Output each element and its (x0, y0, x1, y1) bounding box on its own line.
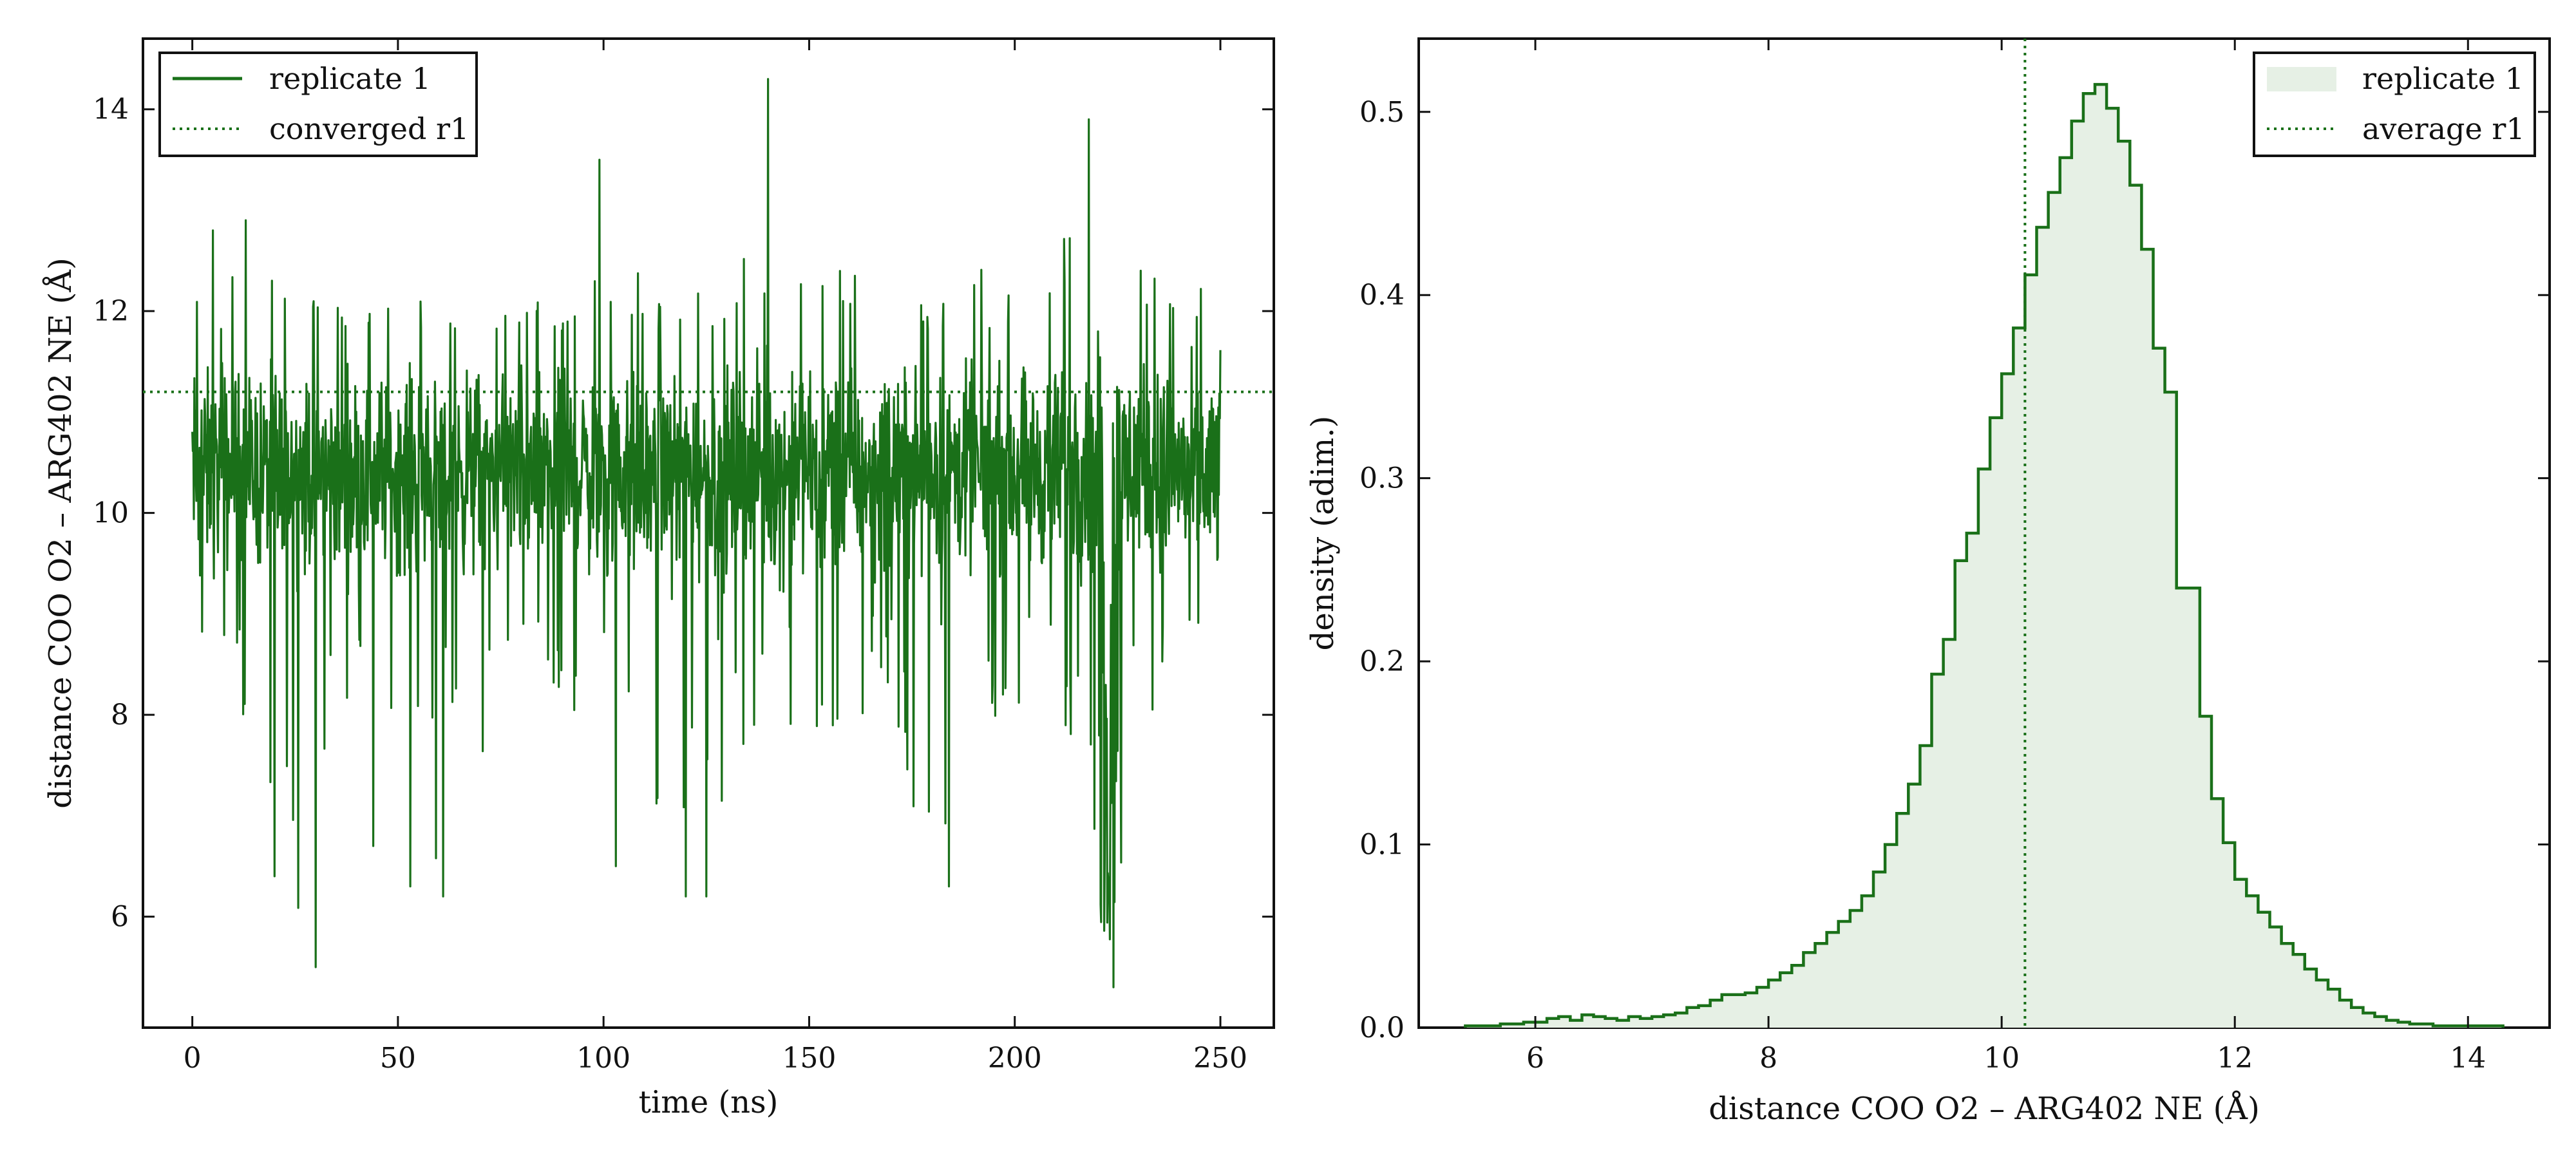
histogram-step-line (1464, 82, 2505, 1028)
series-layer (1464, 39, 2505, 1028)
x-tick-label: 10 (1984, 1042, 2020, 1075)
histogram-fill (1465, 84, 2503, 1028)
y-tick-label: 0.0 (1359, 1012, 1405, 1044)
y-tick-label: 0.3 (1359, 462, 1405, 495)
x-tick-label: 12 (2217, 1042, 2253, 1075)
plot-frame (142, 37, 1275, 1029)
legend: replicate 1 converged r1 (158, 52, 478, 157)
y-axis-label: distance COO O2 – ARG402 NE (Å) (42, 258, 79, 809)
series-line-replicate-1 (191, 78, 1222, 988)
legend-box (158, 52, 478, 157)
y-axis-label: density (adim.) (1305, 416, 1341, 651)
series-layer (143, 78, 1274, 988)
x-axis-label: distance COO O2 – ARG402 NE (Å) (1709, 1090, 2260, 1127)
legend-swatch-fill (2267, 67, 2336, 91)
y-tick-label: 10 (93, 497, 129, 530)
x-tick-label: 100 (576, 1042, 630, 1075)
y-tick-label: 0.1 (1359, 829, 1405, 862)
y-tick-label: 14 (93, 93, 129, 126)
x-tick-label: 250 (1193, 1042, 1247, 1075)
x-tick-label: 150 (782, 1042, 836, 1075)
histogram-panel: 6 8 10 12 14 0.0 0.1 0.2 0.3 0.4 0.5 distance COO … (1305, 37, 2551, 1127)
y-tick-label: 0.4 (1359, 279, 1405, 312)
y-tick-label: 6 (111, 901, 129, 934)
y-tick-label: 0.2 (1359, 645, 1405, 678)
legend-label-replicate: replicate 1 (2362, 61, 2524, 96)
legend-label-average: average r1 (2362, 111, 2525, 146)
x-tick-label: 0 (184, 1042, 202, 1075)
x-axis-label: time (ns) (639, 1084, 779, 1120)
y-tick-label: 12 (93, 295, 129, 328)
x-tick-label: 200 (988, 1042, 1042, 1075)
tick-layer: 0 50 100 150 200 250 6 8 10 12 14 (93, 39, 1274, 1075)
tick-layer: 6 8 10 12 14 0.0 0.1 0.2 0.3 0.4 0.5 (1359, 39, 2550, 1075)
legend: replicate 1 average r1 (2253, 52, 2536, 157)
legend-label-converged: converged r1 (269, 111, 469, 146)
y-tick-label: 0.5 (1359, 96, 1405, 129)
legend-label-replicate: replicate 1 (269, 61, 431, 96)
x-tick-label: 14 (2450, 1042, 2486, 1075)
time-series-panel: 0 50 100 150 200 250 6 8 10 12 14 time (ns) distan… (42, 37, 1275, 1120)
y-tick-label: 8 (111, 699, 129, 731)
x-tick-label: 6 (1526, 1042, 1544, 1075)
x-tick-label: 8 (1759, 1042, 1777, 1075)
x-tick-label: 50 (380, 1042, 416, 1075)
